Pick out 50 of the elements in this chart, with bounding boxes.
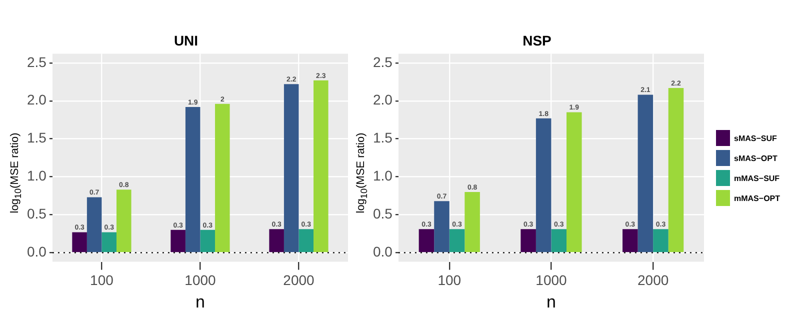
bar: [464, 192, 480, 252]
y-tick-label: 0.0: [26, 244, 47, 260]
bar: [418, 229, 434, 252]
bar: [653, 229, 668, 252]
bar: [102, 232, 116, 252]
bar: [520, 229, 536, 252]
x-tick-label: 100: [438, 272, 462, 288]
bar: [434, 201, 450, 252]
bar: [116, 190, 132, 252]
x-axis-title: n: [195, 292, 205, 312]
y-tick-label: 2.5: [26, 54, 47, 70]
x-tick-label: 100: [90, 272, 114, 288]
bar: [269, 229, 284, 252]
bar: [86, 197, 102, 252]
bar: [298, 229, 314, 252]
y-tick-label: 0.5: [372, 206, 393, 222]
bar: [449, 229, 465, 252]
bar: [314, 80, 328, 252]
y-tick-label: 2.0: [372, 92, 393, 108]
bar: [200, 230, 216, 252]
chart-title: UNI: [174, 32, 198, 48]
bar: [622, 229, 638, 252]
y-tick-label: 1.0: [372, 168, 393, 184]
y-tick-label: 0.5: [26, 206, 47, 222]
y-tick-label: 0.0: [372, 244, 393, 260]
y-tick-label: 1.5: [26, 130, 47, 146]
x-tick-label: 1000: [184, 272, 216, 288]
bar: [215, 104, 230, 252]
x-axis-title: n: [546, 292, 556, 312]
x-tick-label: 1000: [536, 272, 568, 288]
bar: [170, 230, 186, 252]
y-tick-label: 2.5: [372, 54, 393, 70]
bar: [72, 232, 87, 252]
bar: [638, 94, 654, 252]
y-tick-label: 1.0: [26, 168, 47, 184]
bar: [185, 106, 200, 252]
legend-label: mMAS−SUF: [734, 174, 780, 182]
legend-label: sMAS−OPT: [734, 154, 778, 162]
legend-label: sMAS−SUF: [734, 134, 777, 142]
bar: [551, 229, 567, 252]
x-tick-label: 2000: [283, 272, 315, 288]
y-tick-label: 1.5: [372, 130, 393, 146]
bar: [566, 112, 582, 252]
chart-title: NSP: [522, 32, 552, 48]
bar: [284, 84, 299, 252]
bar: [536, 118, 552, 252]
x-tick-label: 2000: [638, 272, 669, 288]
legend-label: mMAS−OPT: [734, 194, 780, 202]
bar: [668, 88, 684, 252]
y-tick-label: 2.0: [26, 92, 47, 108]
